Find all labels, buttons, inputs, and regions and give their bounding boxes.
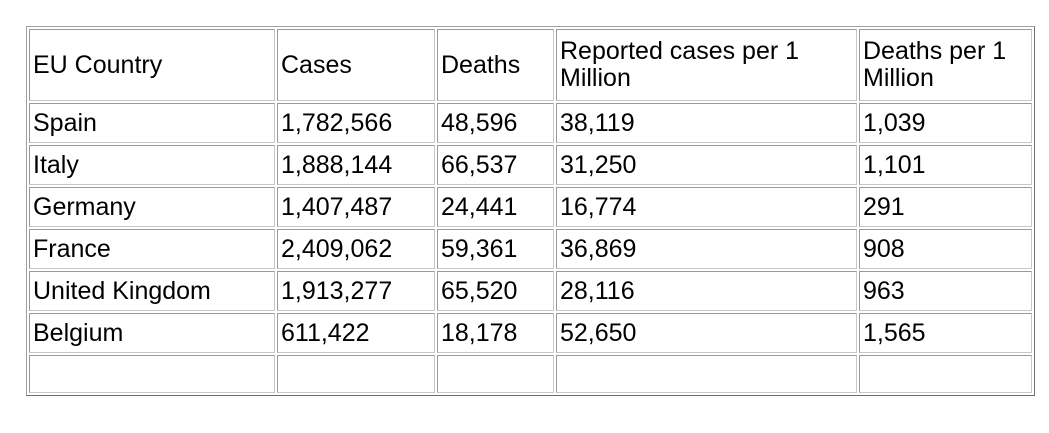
cell-cases-per-million: 36,869 [556, 229, 857, 269]
cell-cases: 1,782,566 [277, 103, 435, 143]
covid-eu-table: EU Country Cases Deaths Reported cases p… [26, 26, 1035, 396]
cell-country: Italy [29, 145, 275, 185]
cell-empty [437, 355, 554, 393]
cell-deaths: 24,441 [437, 187, 554, 227]
cell-deaths-per-million: 1,565 [859, 313, 1032, 353]
cell-deaths-per-million: 963 [859, 271, 1032, 311]
cell-deaths: 18,178 [437, 313, 554, 353]
empty-table-row [29, 355, 1032, 393]
cell-deaths: 59,361 [437, 229, 554, 269]
table-row: Germany 1,407,487 24,441 16,774 291 [29, 187, 1032, 227]
header-row: EU Country Cases Deaths Reported cases p… [29, 29, 1032, 101]
header-cell-deaths-per-million: Deaths per 1 Million [859, 29, 1032, 101]
cell-cases-per-million: 38,119 [556, 103, 857, 143]
cell-deaths: 65,520 [437, 271, 554, 311]
cell-country: United Kingdom [29, 271, 275, 311]
cell-deaths: 66,537 [437, 145, 554, 185]
header-cell-cases: Cases [277, 29, 435, 101]
header-cell-cases-per-million: Reported cases per 1 Million [556, 29, 857, 101]
cell-empty [859, 355, 1032, 393]
table-row: Belgium 611,422 18,178 52,650 1,565 [29, 313, 1032, 353]
cell-deaths-per-million: 908 [859, 229, 1032, 269]
header-cell-deaths: Deaths [437, 29, 554, 101]
cell-empty [277, 355, 435, 393]
table-row: Spain 1,782,566 48,596 38,119 1,039 [29, 103, 1032, 143]
cell-country: France [29, 229, 275, 269]
cell-empty [29, 355, 275, 393]
cell-cases-per-million: 52,650 [556, 313, 857, 353]
cell-cases: 2,409,062 [277, 229, 435, 269]
cell-cases-per-million: 31,250 [556, 145, 857, 185]
table-row: United Kingdom 1,913,277 65,520 28,116 9… [29, 271, 1032, 311]
cell-empty [556, 355, 857, 393]
table-row: France 2,409,062 59,361 36,869 908 [29, 229, 1032, 269]
cell-deaths-per-million: 291 [859, 187, 1032, 227]
cell-cases: 1,913,277 [277, 271, 435, 311]
cell-cases: 1,407,487 [277, 187, 435, 227]
cell-country: Germany [29, 187, 275, 227]
cell-cases-per-million: 28,116 [556, 271, 857, 311]
cell-deaths-per-million: 1,039 [859, 103, 1032, 143]
cell-deaths: 48,596 [437, 103, 554, 143]
cell-deaths-per-million: 1,101 [859, 145, 1032, 185]
cell-cases: 611,422 [277, 313, 435, 353]
cell-country: Spain [29, 103, 275, 143]
cell-country: Belgium [29, 313, 275, 353]
table-row: Italy 1,888,144 66,537 31,250 1,101 [29, 145, 1032, 185]
cell-cases-per-million: 16,774 [556, 187, 857, 227]
header-cell-country: EU Country [29, 29, 275, 101]
cell-cases: 1,888,144 [277, 145, 435, 185]
